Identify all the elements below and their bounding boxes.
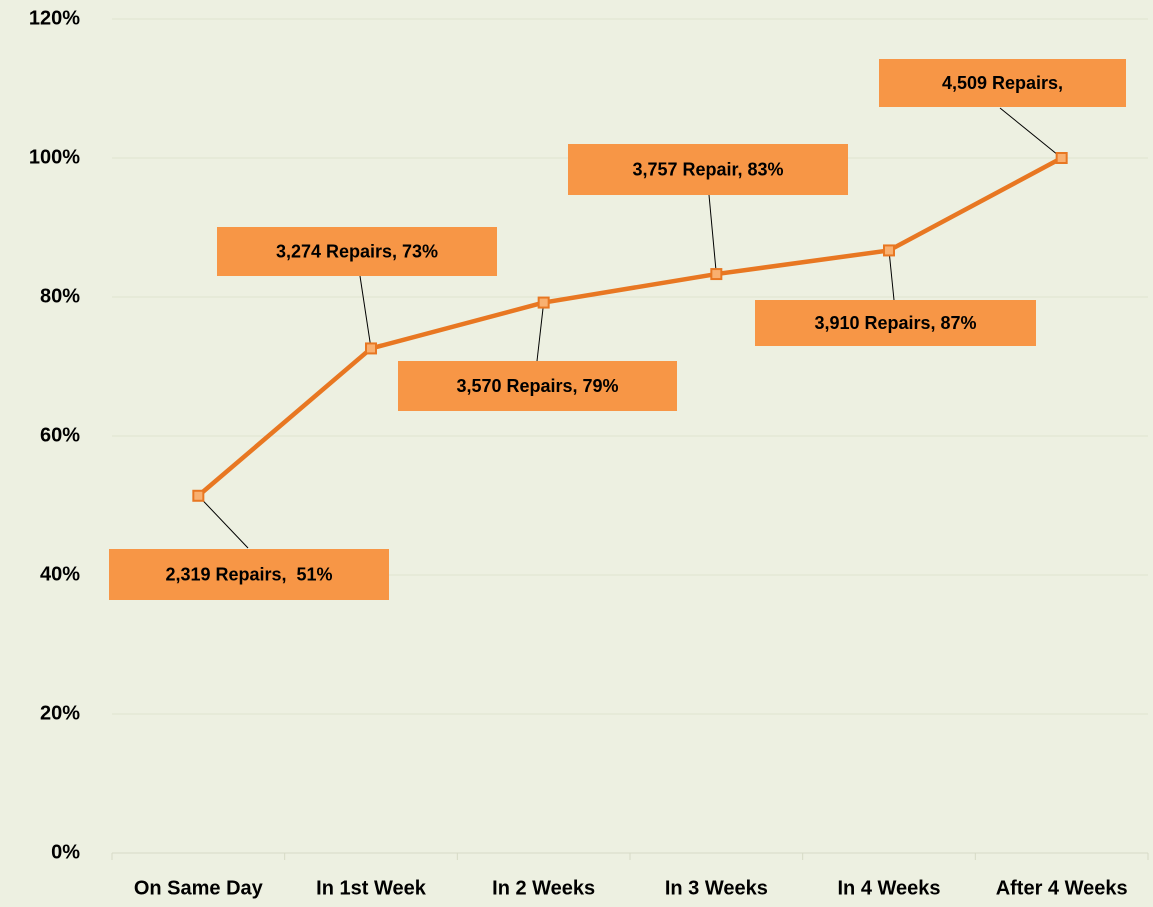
label-box — [879, 59, 1126, 107]
x-tick-label: In 4 Weeks — [837, 877, 940, 899]
marker — [365, 342, 377, 355]
leader-line — [708, 194, 717, 275]
y-tick-label: 20% — [40, 702, 80, 724]
x-tick-label: In 1st Week — [316, 877, 427, 899]
y-tick-label: 40% — [40, 563, 80, 585]
y-tick-label: 120% — [29, 7, 80, 29]
data-label: 4,509 Repairs, — [942, 73, 1063, 93]
x-tick-label: In 3 Weeks — [665, 877, 768, 899]
x-tick-label: After 4 Weeks — [996, 877, 1128, 899]
leader-line — [888, 250, 895, 301]
label-box — [217, 227, 497, 276]
data-label: 2,319 Repairs, 51% — [165, 564, 332, 584]
line — [196, 156, 1063, 498]
label-box — [568, 144, 848, 195]
label-box — [755, 300, 1036, 346]
x-tick-label: On Same Day — [134, 877, 264, 899]
marker — [1055, 152, 1068, 164]
leader-line — [359, 275, 372, 349]
data-label: 3,757 Repair, 83% — [632, 159, 783, 179]
data-label: 3,570 Repairs, 79% — [456, 376, 618, 396]
y-tick-label: 100% — [29, 146, 80, 168]
y-tick-label: 80% — [40, 285, 80, 307]
data-label: 3,274 Repairs, 73% — [276, 241, 438, 261]
marker — [710, 268, 723, 281]
marker — [537, 296, 550, 309]
label-box — [109, 549, 389, 600]
label-box — [398, 361, 677, 411]
marker — [883, 244, 895, 257]
leader-line — [536, 302, 545, 362]
marker — [192, 489, 205, 502]
x-tick-label: In 2 Weeks — [492, 877, 595, 899]
data-label: 3,910 Repairs, 87% — [814, 313, 976, 333]
y-tick-label: 60% — [40, 424, 80, 446]
leader-line — [999, 107, 1062, 159]
leader-line — [197, 495, 249, 549]
y-tick-label: 0% — [51, 841, 80, 863]
